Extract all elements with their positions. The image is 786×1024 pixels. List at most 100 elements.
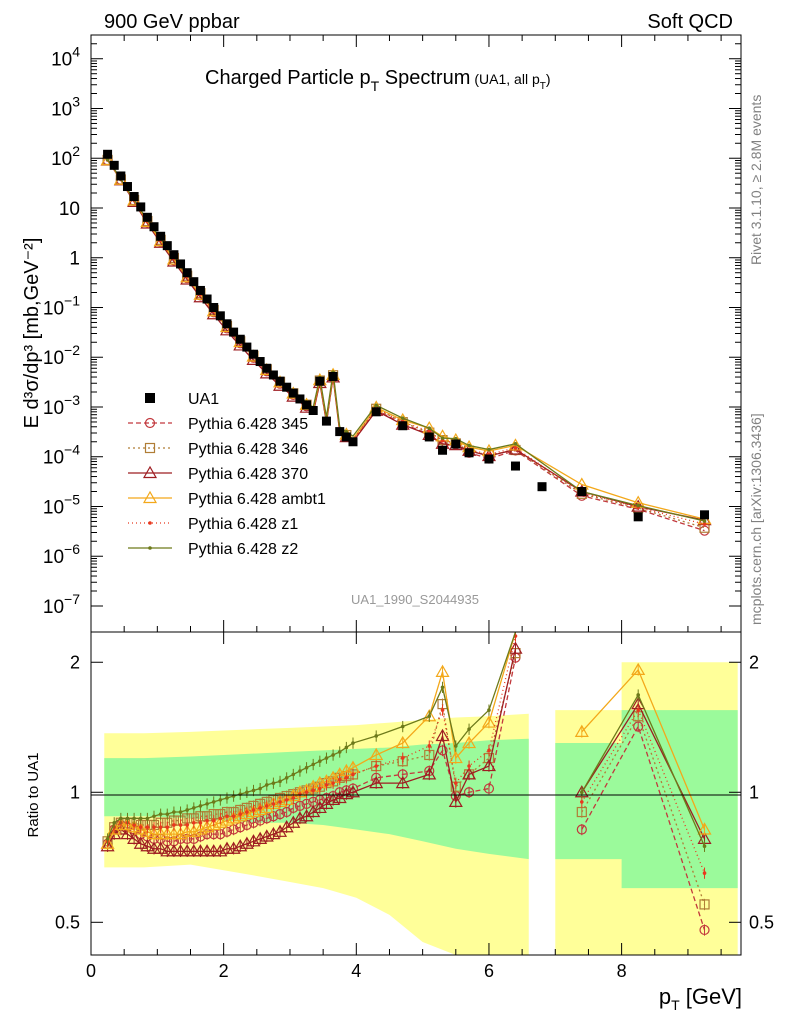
y-tick-label-5: 10−1 [43,292,80,319]
ratio-point-4-48 [636,708,640,712]
ratio-point-0-22 [248,817,259,828]
legend-marker-0 [144,417,156,429]
ratio-point-4-16 [211,818,216,823]
ratio-point-4-20 [238,812,243,816]
ratio-point-5-32 [318,759,322,764]
ratio-point-0-29 [294,800,306,811]
y-tick-label-9: 10−5 [43,491,80,518]
data-point-4 [129,192,139,202]
legend-marker-4 [148,521,152,525]
ratio-point-4-42 [453,781,458,785]
data-point-11 [176,259,186,269]
ratio-point-3-11 [173,826,188,840]
data-point-18 [222,319,232,329]
ratio-point-2-23 [253,831,268,844]
ratio-point-0-49 [699,924,710,936]
ratio-point-0-44 [483,783,495,794]
ratio-point-4-25 [271,802,276,806]
ratio-point-4-24 [264,804,269,808]
data-point-5 [136,202,146,212]
ratio-point-2-8 [153,841,168,854]
ratio-point-4-10 [172,823,176,827]
data-point-45 [510,461,520,471]
data-point-46 [537,482,547,492]
ratio-point-3-44 [481,715,496,728]
data-point-22 [249,349,258,359]
ratio-point-4-34 [331,781,335,785]
ratio-point-5-26 [278,779,282,784]
data-point-26 [275,376,285,386]
legend-label-0: Pythia 6.428 345 [188,416,308,433]
main-point-2-45 [508,442,523,455]
category-label: Soft QCD [647,11,733,33]
energy-label: 900 GeV ppbar [104,11,240,33]
data-point-32 [315,376,325,386]
data-point-17 [215,311,225,321]
ratio-point-5-44 [487,708,491,712]
ratio-point-3-24 [259,800,274,814]
y-tick-label-0: 104 [51,44,80,71]
ratio-point-2-25 [266,826,281,840]
ratio-point-4-17 [218,816,223,821]
ratio-point-5-3 [125,816,130,821]
ratio-point-2-45 [508,641,523,654]
chart-title: Charged Particle pT Spectrum (UA1, all pT… [205,67,551,94]
main-point-5-40 [427,426,432,430]
ratio-point-5-14 [198,804,203,808]
ratio-point-4-23 [258,806,262,810]
ratio-tick-label-right-0: 0.5 [749,912,774,932]
ratio-point-3-43 [462,735,477,749]
main-point-5-41 [440,436,445,440]
ratio-axis-label: Ratio to UA1 [25,752,42,837]
ratio-point-4-32 [318,786,322,791]
rivet-label: Rivet 3.1.10, ≥ 2.8M events [748,95,764,265]
main-point-4-45 [513,446,518,450]
ratio-point-5-25 [271,781,276,785]
x-tick-label-3: 6 [484,961,494,981]
ratio-point-5-9 [165,812,170,816]
x-tick-label-0: 0 [86,961,96,981]
y-tick-label-10: 10−6 [43,541,80,568]
data-point-8 [156,231,166,241]
legend-label-5: Pythia 6.428 z2 [188,541,298,558]
ratio-point-5-23 [258,786,262,791]
ratio-point-2-42 [448,794,463,807]
ratio-point-5-35 [337,750,342,754]
mcplots-label: mcplots.cern.ch [arXiv:1306.3436] [748,413,764,625]
ratio-point-2-40 [422,767,437,780]
data-point-6 [142,212,152,222]
ratio-point-3-49 [697,822,712,835]
ratio-point-2-32 [312,800,327,814]
ratio-point-5-40 [427,714,432,719]
ratio-point-2-0 [100,839,115,852]
x-axis-label: pT [GeV] [659,984,742,1013]
x-tick-label-2: 4 [351,961,361,981]
ratio-point-5-22 [251,788,256,793]
legend-marker-5 [148,546,152,550]
legend-marker-1 [144,442,156,454]
ratio-point-2-31 [306,804,321,818]
ratio-line-4-0 [106,635,517,842]
ratio-point-4-7 [152,825,156,830]
data-point-31 [308,405,318,415]
ratio-point-5-24 [264,783,269,787]
data-point-34 [328,372,338,382]
data-point-15 [202,294,212,304]
ratio-point-5-10 [172,810,176,814]
ratio-point-5-7 [152,814,156,819]
y-tick-label-1: 103 [51,93,80,120]
ratio-point-5-30 [304,765,309,770]
ratio-point-2-17 [213,844,228,857]
legend-marker-3 [142,490,158,504]
ratio-point-5-36 [344,745,349,750]
ratio-point-4-31 [311,788,315,793]
data-point-30 [302,400,312,410]
ratio-point-5-29 [298,769,302,773]
ratio-point-4-11 [178,823,183,827]
data-point-49 [700,510,710,520]
legend-marker-data [145,393,155,403]
ratio-line-5-0 [106,631,517,840]
data-point-40 [424,432,434,442]
ratio-point-5-0 [105,837,110,841]
